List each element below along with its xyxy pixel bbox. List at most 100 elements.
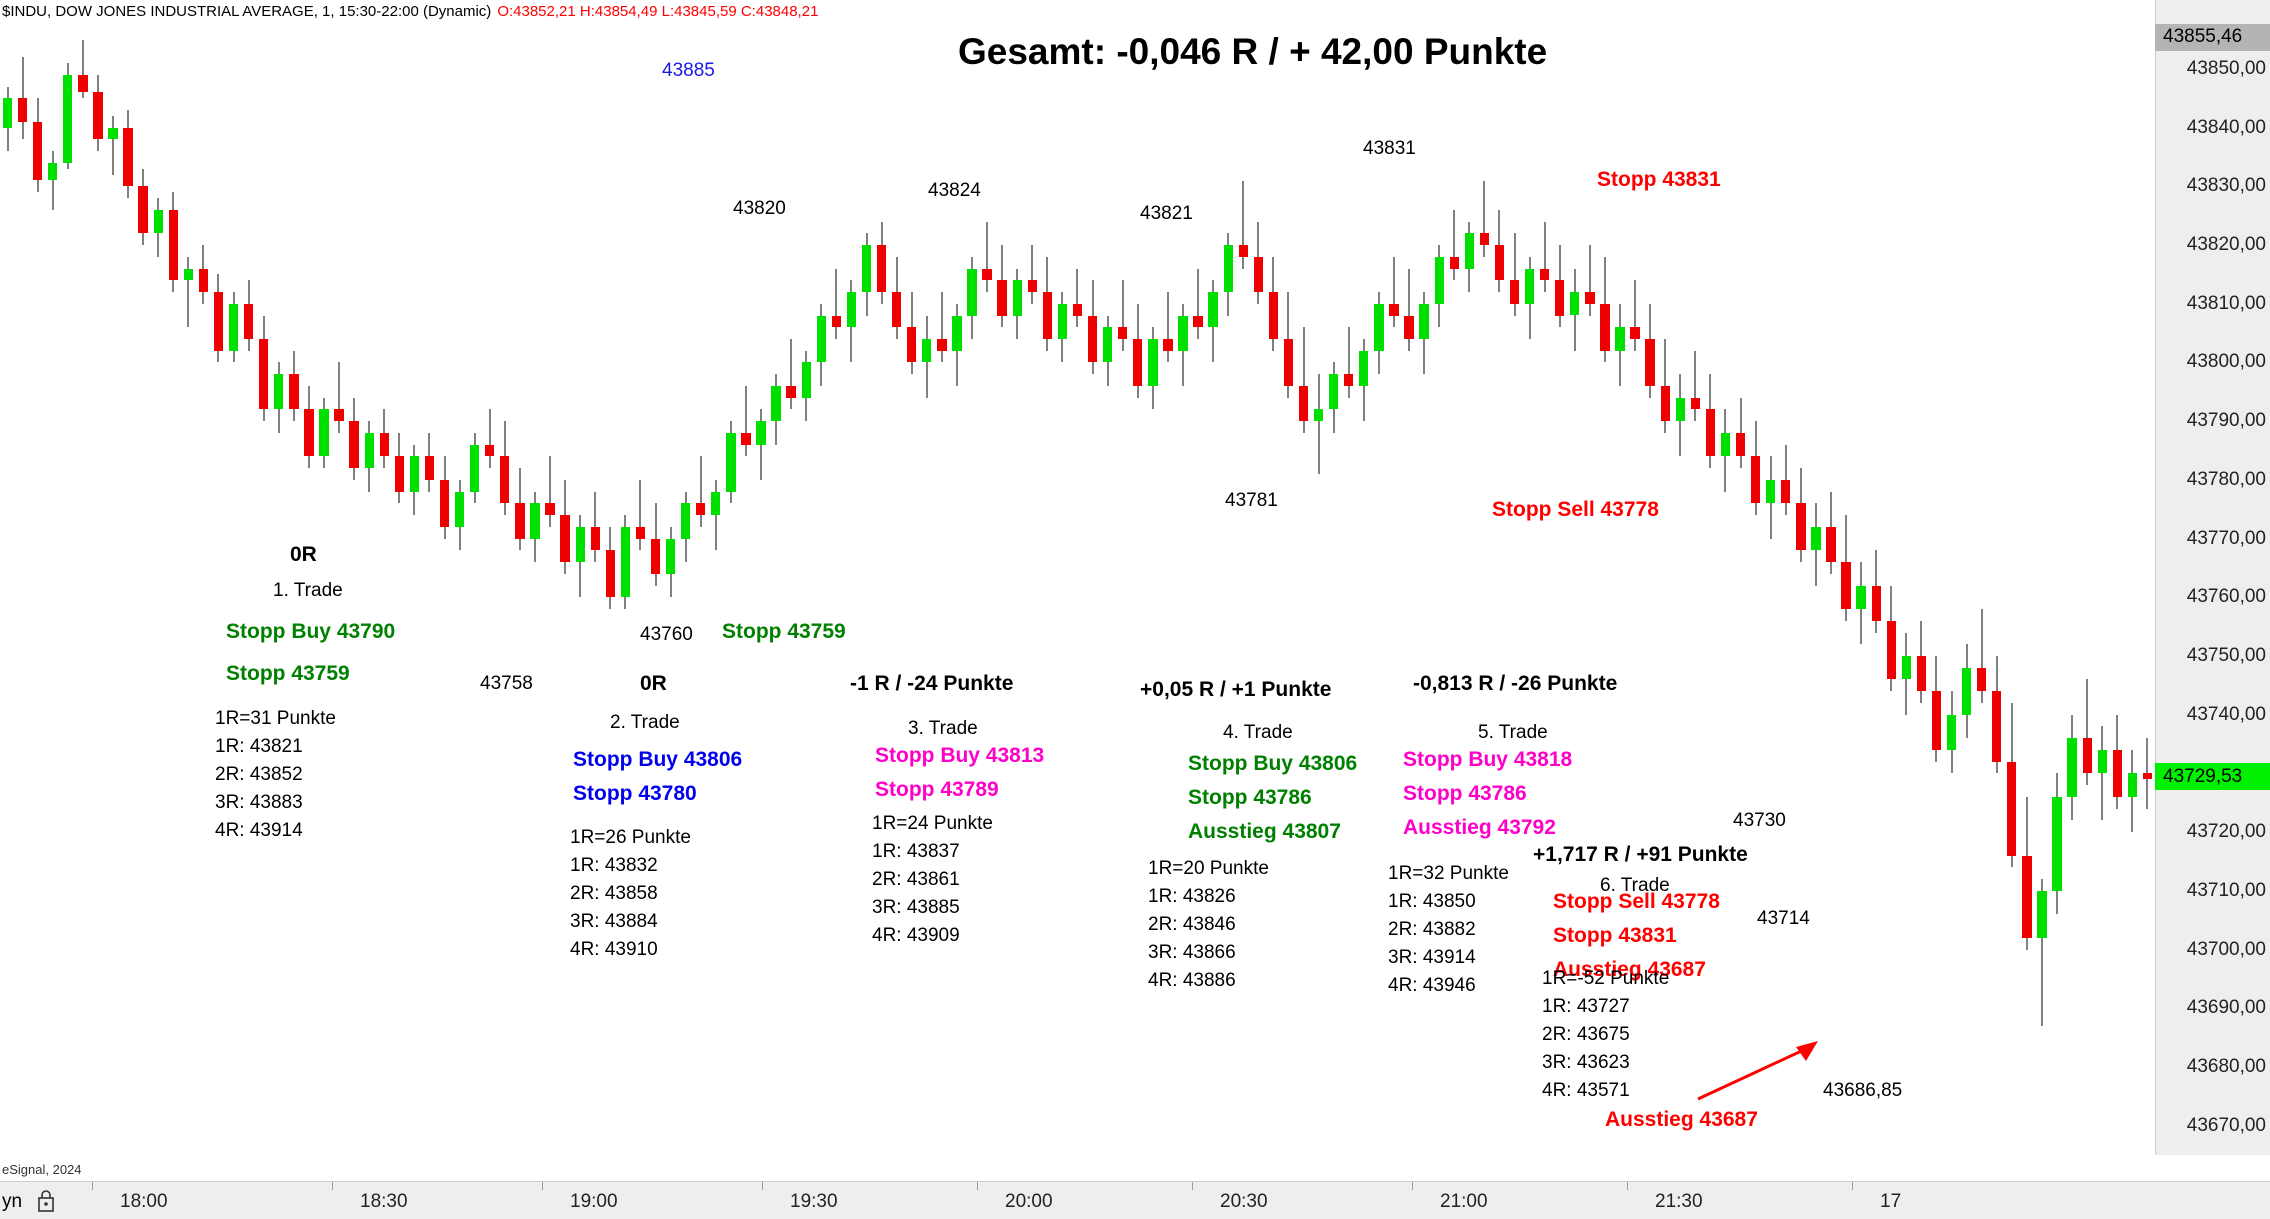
lock-icon[interactable] [36,1188,56,1214]
candle-body [454,491,465,527]
watermark: eSignal, 2024 [2,1162,82,1177]
trade-2-result: 0R [640,672,667,695]
candle-wick [112,115,114,175]
candle [1072,268,1083,328]
candle [1992,656,2002,774]
candle-wick [1694,350,1697,422]
candle-body [2142,773,2153,780]
candle-body [2112,749,2122,797]
candle-wick [714,479,717,551]
candle-body [1268,292,1279,339]
candle [1434,245,1444,328]
candle [500,421,510,516]
candle [1133,303,1143,398]
candle [63,63,73,169]
price-callout: 43824 [928,180,981,201]
time-tick-mark [1192,1182,1193,1190]
candle [530,491,540,563]
price-tick: 43810,00 [2186,292,2266,314]
candle [1600,256,1610,363]
candle-body [711,491,721,516]
candle [1012,268,1022,339]
price-axis[interactable]: 43850,00 43840,00 43830,00 43820,00 43810,00… [2155,0,2270,1155]
candle [681,491,691,563]
candle [726,421,736,504]
candlestick-plot[interactable]: 43885 43820 43824 43821 43831 43781 43760 43758… [0,22,2155,1155]
candle-body [2052,796,2062,891]
candle [470,432,480,504]
candle-body [1660,385,1670,422]
trade-5-name: 5. Trade [1478,722,1548,743]
candle-body [726,432,736,492]
candle-wick [1980,609,1983,703]
time-axis[interactable]: yn 18:00 18:30 19:00 19:30 20:00 20:30 21:00 21… [0,1181,2270,1219]
candle-body [2,98,13,128]
candle-body [1811,526,1821,551]
candle [259,315,269,422]
trade-5-result: -0,813 R / -26 Punkte [1413,672,1618,695]
candle-wick [940,292,943,363]
trade-4-levels: 1R=20 Punkte 1R: 43826 2R: 43846 3R: 438… [1148,858,1269,991]
candle [786,339,796,410]
candle [168,192,178,293]
candle [1811,503,1821,586]
candle-body [1283,338,1294,386]
candle [1660,339,1670,433]
candle [394,432,404,504]
trade-1-levels: 1R=31 Punkte 1R: 43821 2R: 43852 3R: 438… [215,708,336,841]
candle-body [635,526,646,539]
time-tick: 19:00 [570,1191,618,1212]
candle-body [861,245,872,293]
candle [1374,292,1384,375]
last-price-badge[interactable]: 43855,46 [2155,23,2270,51]
candle-body [78,74,88,93]
candle-body [1057,303,1068,339]
candle-body [2037,890,2047,938]
signal-label: Stopp 43759 [226,662,350,685]
current-price-badge[interactable]: 43729,53 [2155,763,2270,791]
price-callout: 43781 [1225,490,1278,511]
time-tick: 18:00 [120,1191,168,1212]
price-callout: 43758 [480,673,533,694]
candle-body [650,538,661,574]
candle [1615,303,1625,386]
candle-body [198,268,209,292]
candle [620,515,631,610]
candle-body [168,209,178,281]
candle [861,233,872,316]
candle-body [1735,432,1746,457]
candle-body [515,503,525,539]
candle-body [1494,245,1505,281]
candle-body [771,385,781,422]
candle-body [63,74,73,163]
candle-body [2007,761,2017,856]
candle-body [816,315,826,363]
candle [696,456,706,527]
candle [650,503,661,586]
candle-body [1012,280,1022,316]
candle-body [1419,303,1429,339]
candle [1253,221,1263,304]
candle-wick [639,479,642,551]
candle-body [138,186,148,234]
candle [304,385,314,469]
candle-wick [2101,726,2104,821]
trade-4-signal: Ausstieg 43807 [1188,820,1341,843]
candle [1720,409,1731,492]
time-tick-mark [1412,1182,1413,1190]
candle-body [1766,479,1776,504]
candle-body [846,292,857,328]
candle [1841,515,1851,621]
candle-body [831,315,842,328]
price-callout: 43730 [1733,810,1786,831]
candle-body [1826,526,1836,563]
trade-6-result: +1,717 R / +91 Punkte [1533,843,1748,866]
candle-body [1856,585,1866,610]
candle [364,421,374,492]
candle-body [1720,432,1731,457]
candle [2082,679,2092,786]
candle [560,479,570,574]
signal-label: Stopp Buy 43790 [226,620,396,643]
candle-body [470,444,480,492]
candle-body [1404,315,1414,339]
